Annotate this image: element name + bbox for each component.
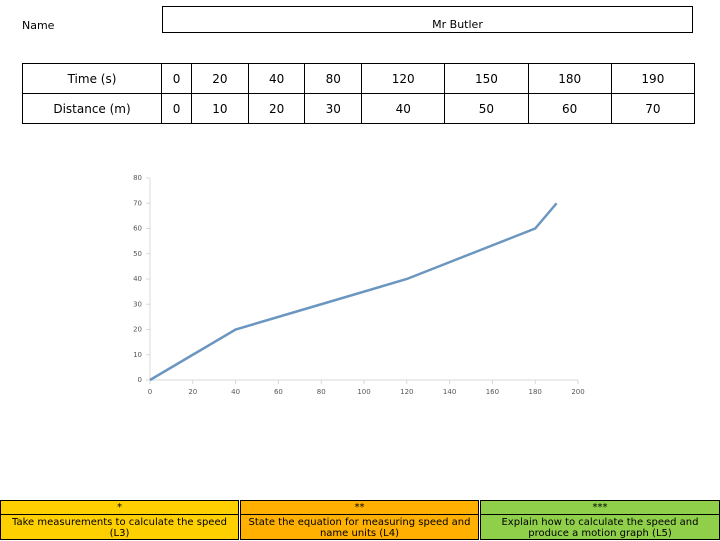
x-tick-label: 200 [571, 388, 584, 396]
y-tick-label: 60 [133, 225, 142, 233]
chart: 0 10 20 30 40 50 60 70 80 0 20 40 60 80 100 120 140 160 18… [133, 174, 585, 396]
table-cell: 30 [304, 93, 363, 124]
table-cell: 180 [527, 63, 612, 94]
y-tick-label: 30 [133, 300, 142, 308]
x-tick-label: 20 [188, 388, 197, 396]
y-tick-label: 0 [138, 376, 142, 384]
task-text: State the equation for measuring speed a… [248, 517, 471, 539]
table-cell: 20 [247, 93, 306, 124]
y-tick-label: 20 [133, 326, 142, 334]
data-line [149, 202, 558, 382]
task-box: * Take measurements to calculate the spe… [0, 500, 239, 540]
y-tick-label: 40 [133, 275, 142, 283]
table-row: Distance (m) 0 10 20 30 40 50 60 70 [22, 93, 696, 124]
table-cell: 10 [191, 93, 249, 124]
table-cell: 0 [160, 63, 193, 94]
table-cell: 0 [160, 93, 193, 124]
table-row: Time (s) 0 20 40 80 120 150 180 190 [22, 63, 696, 94]
table-cell: 150 [444, 63, 529, 94]
table-cell: 120 [361, 63, 446, 94]
name-label: Name [22, 19, 55, 32]
name-box: Mr Butler [162, 6, 693, 33]
y-tick-label: 10 [133, 351, 142, 359]
table-cell: 70 [610, 93, 696, 124]
y-tick-label: 50 [133, 250, 142, 258]
x-tick-label: 100 [357, 388, 370, 396]
name-value: Mr Butler [432, 18, 483, 31]
x-tick-label: 120 [400, 388, 413, 396]
x-tick-label: 160 [486, 388, 499, 396]
task-text: Explain how to calculate the speed and p… [501, 517, 699, 539]
stars: *** [481, 501, 719, 515]
y-tick-label: 70 [133, 199, 142, 207]
x-tick-label: 40 [231, 388, 240, 396]
stars: ** [241, 501, 478, 515]
x-tick-label: 140 [443, 388, 456, 396]
x-tick-label: 60 [274, 388, 283, 396]
x-tick-label: 0 [148, 388, 152, 396]
y-tick-label: 80 [133, 174, 142, 182]
table-cell: 60 [527, 93, 612, 124]
table-cell: 80 [304, 63, 363, 94]
task-box: *** Explain how to calculate the speed a… [480, 500, 720, 540]
task-box: ** State the equation for measuring spee… [240, 500, 479, 540]
task-text: Take measurements to calculate the speed… [12, 517, 227, 539]
row-header: Distance (m) [22, 93, 162, 124]
stars: * [1, 501, 238, 515]
table-cell: 40 [361, 93, 446, 124]
data-table: Time (s) 0 20 40 80 120 150 180 190 Distance (m) 0… [22, 63, 696, 124]
x-tick-label: 80 [317, 388, 326, 396]
table-cell: 50 [444, 93, 529, 124]
x-tick-label: 180 [529, 388, 542, 396]
table-cell: 40 [247, 63, 306, 94]
